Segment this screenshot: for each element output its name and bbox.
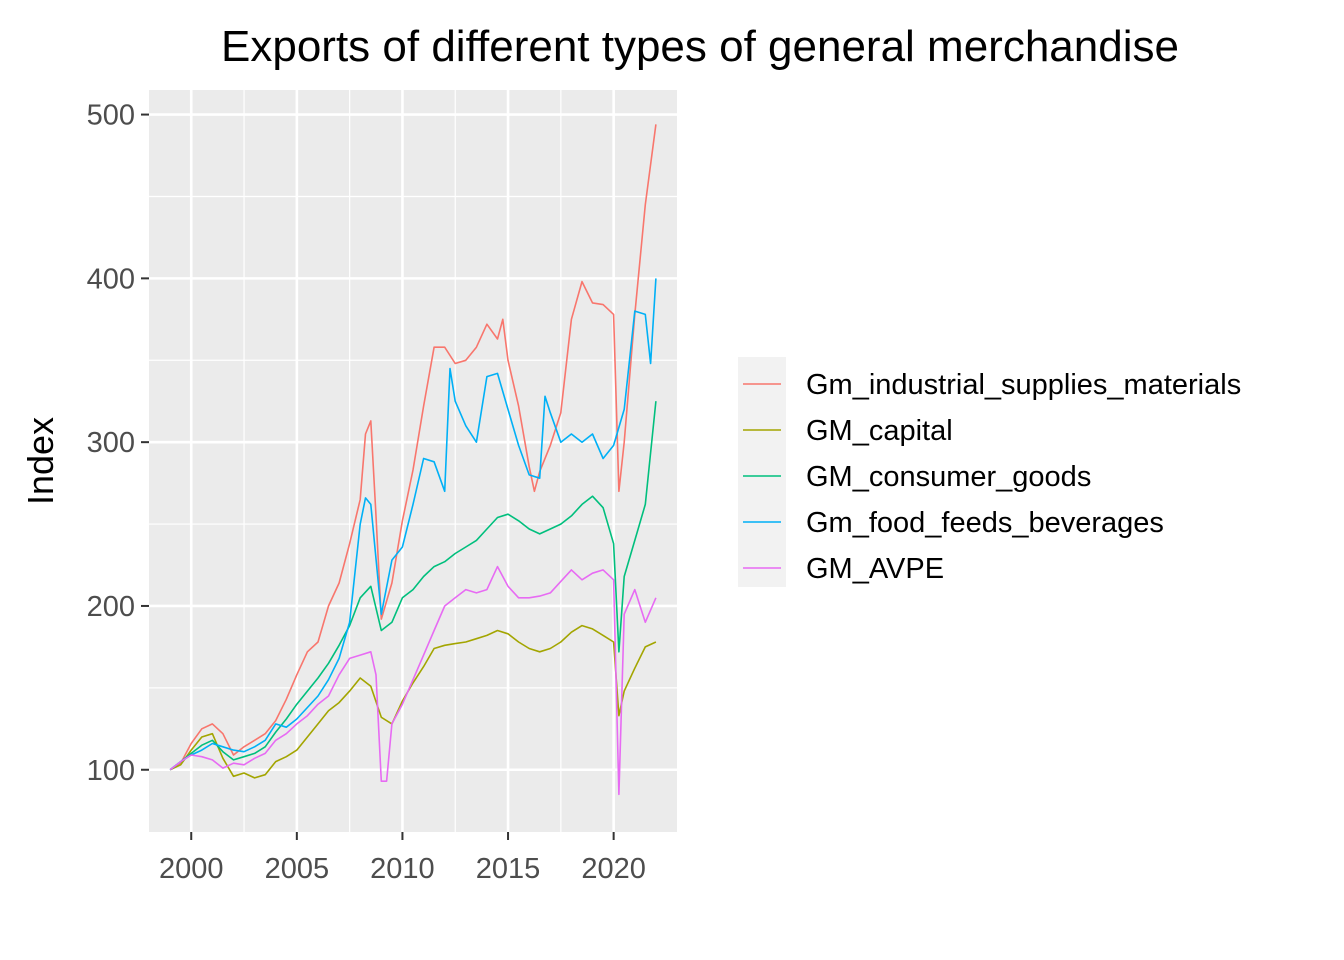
y-tick-label: 100 bbox=[87, 755, 135, 787]
x-tick-label: 2020 bbox=[581, 853, 646, 885]
legend: Gm_industrial_supplies_materials GM_capit… bbox=[738, 357, 1241, 587]
x-tick-label: 2010 bbox=[370, 853, 435, 885]
legend-label: Gm_food_feeds_beverages bbox=[806, 507, 1164, 539]
x-tick-label: 2000 bbox=[159, 853, 224, 885]
series-lines bbox=[169, 124, 657, 796]
plot-panel bbox=[149, 90, 677, 832]
x-tick-label: 2015 bbox=[476, 853, 541, 885]
y-tick-label: 200 bbox=[87, 591, 135, 623]
y-tick-label: 300 bbox=[87, 427, 135, 459]
y-tick-label: 500 bbox=[87, 100, 135, 132]
series-line-GM_consumer_goods bbox=[169, 401, 657, 771]
x-tick-label: 2005 bbox=[265, 853, 330, 885]
legend-label: GM_capital bbox=[806, 415, 953, 447]
y-axis-label: Index bbox=[20, 417, 61, 505]
axes: 100 200 300 400 500 2000 2005 2010 2015 2020 bbox=[87, 100, 646, 885]
y-tick-label: 400 bbox=[87, 263, 135, 295]
series-line-GM_AVPE bbox=[169, 565, 657, 796]
legend-background bbox=[738, 357, 786, 587]
legend-label: Gm_industrial_supplies_materials bbox=[806, 369, 1241, 401]
chart-title: Exports of different types of general me… bbox=[221, 22, 1179, 71]
legend-label: GM_AVPE bbox=[806, 553, 944, 585]
series-line-Gm_industrial_supplies_materials bbox=[169, 124, 657, 771]
legend-label: GM_consumer_goods bbox=[806, 461, 1091, 493]
series-line-GM_capital bbox=[169, 624, 657, 779]
grid bbox=[149, 90, 677, 832]
series-line-Gm_food_feeds_beverages bbox=[169, 278, 657, 771]
